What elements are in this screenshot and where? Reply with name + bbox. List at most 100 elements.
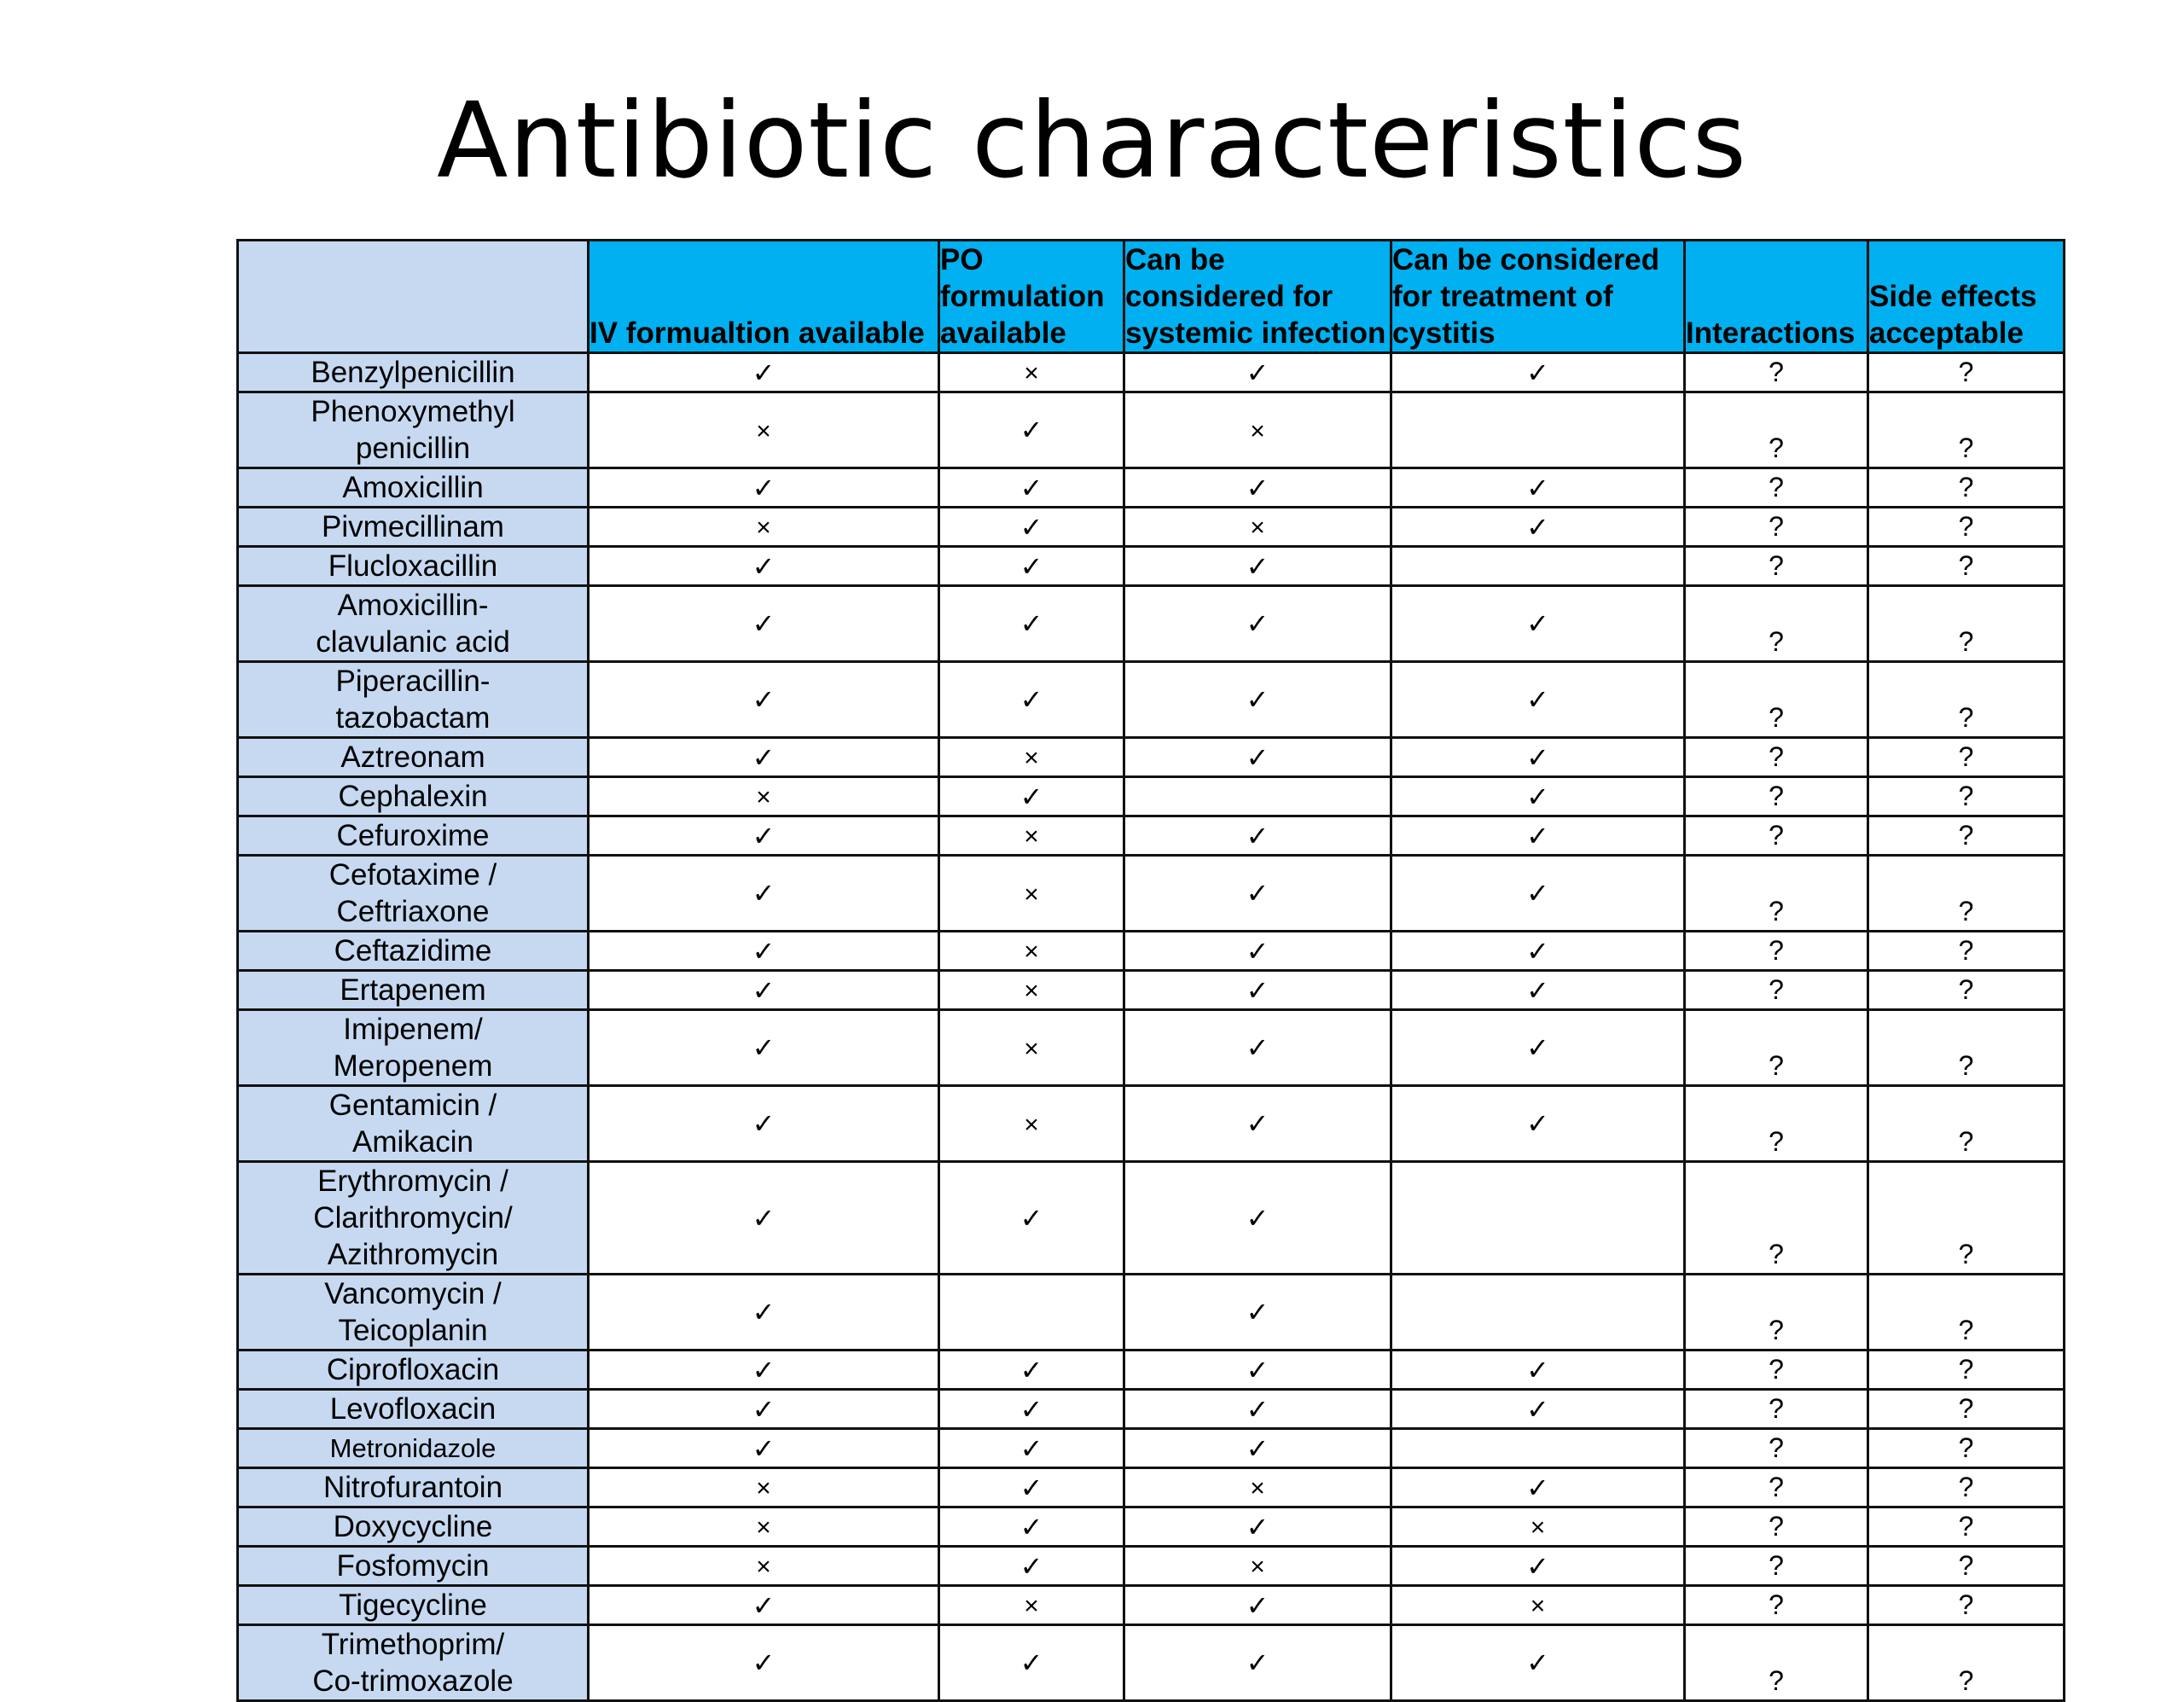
cell-value: ✓	[752, 878, 775, 909]
cell-value: ✓	[1246, 472, 1269, 503]
cell-value: ?	[1958, 1050, 1974, 1081]
question-mark: ?	[1867, 391, 2065, 469]
question-mark: ?	[1867, 1506, 2065, 1548]
question-mark: ?	[1683, 815, 1869, 857]
cell-value: ✓	[1246, 1202, 1269, 1234]
check-mark: ✓	[587, 1624, 940, 1702]
empty-cell	[1390, 1160, 1686, 1275]
cross-mark: ×	[1123, 1545, 1392, 1587]
check-mark: ✓	[1123, 1624, 1392, 1702]
table-row: Gentamicin / Amikacin ✓ × ✓ ✓??	[236, 1084, 2065, 1163]
column-header-line: Can be considered	[1392, 243, 1660, 276]
cell-value: ?	[1958, 1589, 1974, 1620]
cross-mark: ×	[587, 391, 940, 469]
table-row: Metronidazole ✓ ✓ ✓??	[236, 1427, 2065, 1469]
question-mark: ?	[1683, 1273, 1869, 1351]
antibiotic-name: Levofloxacin	[236, 1388, 590, 1430]
cell-value: ×	[1530, 1513, 1546, 1542]
antibiotic-name-line: Levofloxacin	[329, 1392, 497, 1426]
question-mark: ?	[1683, 1160, 1869, 1275]
cell-value: ×	[1250, 514, 1265, 542]
question-mark: ?	[1867, 1427, 2065, 1469]
cell-value: ✓	[1526, 878, 1549, 909]
question-mark: ?	[1867, 1084, 2065, 1163]
cell-value: ✓	[1246, 1393, 1269, 1425]
question-mark: ?	[1867, 1349, 2065, 1391]
table-row: Tigecycline ✓ × ✓ ×??	[236, 1584, 2065, 1626]
cell-value: ✓	[1019, 1393, 1043, 1425]
cell-value: ?	[1769, 1432, 1784, 1463]
column-header-line: Side effects	[1869, 280, 2037, 313]
question-mark: ?	[1683, 1584, 1869, 1626]
cell-value: ?	[1958, 896, 1974, 927]
cell-value: ✓	[1246, 550, 1269, 582]
column-header: Can be considered for systemic infection	[1123, 239, 1392, 354]
question-mark: ?	[1867, 969, 2065, 1011]
antibiotic-name-line: Phenoxymethyl	[311, 395, 515, 428]
cell-value: ×	[1024, 1110, 1039, 1139]
check-mark: ✓	[938, 775, 1125, 817]
check-mark: ✓	[587, 1273, 940, 1351]
table-row: Cephalexin × ✓ ✓??	[236, 775, 2065, 817]
table-row: Cefotaxime / Ceftriaxone ✓ × ✓ ✓??	[236, 854, 2065, 932]
check-mark: ✓	[1390, 351, 1686, 393]
column-header: PO formulation available	[938, 239, 1125, 354]
check-mark: ✓	[1390, 1624, 1686, 1702]
cell-value: ✓	[1246, 1647, 1269, 1678]
check-mark: ✓	[587, 736, 940, 778]
antibiotic-name: Aztreonam	[236, 736, 590, 778]
table-row: Doxycycline × ✓ ✓ ×??	[236, 1506, 2065, 1548]
cell-value: ✓	[1019, 1647, 1043, 1678]
check-mark: ✓	[938, 584, 1125, 663]
check-mark: ✓	[938, 1624, 1125, 1702]
check-mark: ✓	[1123, 1349, 1392, 1391]
column-header-line: formulation	[940, 280, 1105, 313]
check-mark: ✓	[938, 1467, 1125, 1508]
cell-value: ✓	[1246, 974, 1269, 1006]
column-header-line: acceptable	[1869, 317, 2024, 350]
check-mark: ✓	[938, 467, 1125, 508]
question-mark: ?	[1867, 351, 2065, 393]
antibiotic-name-line: Piperacillin-	[335, 665, 491, 698]
cell-value: ✓	[752, 684, 775, 715]
table-row: Trimethoprim/Co-trimoxazole ✓ ✓ ✓ ✓??	[236, 1624, 2065, 1702]
antibiotic-name: Benzylpenicillin	[236, 351, 590, 393]
table-row: Imipenem/Meropenem ✓ × ✓ ✓??	[236, 1008, 2065, 1087]
antibiotic-name-line: Flucloxacillin	[328, 549, 498, 583]
check-mark: ✓	[938, 506, 1125, 548]
question-mark: ?	[1683, 930, 1869, 972]
cell-value: ✓	[752, 1202, 775, 1234]
question-mark: ?	[1683, 584, 1869, 663]
question-mark: ?	[1683, 854, 1869, 932]
cell-value: ✓	[1526, 1354, 1549, 1385]
cell-value: ?	[1769, 550, 1784, 581]
check-mark: ✓	[938, 660, 1125, 739]
antibiotic-name: Tigecycline	[236, 1584, 590, 1626]
check-mark: ✓	[587, 1388, 940, 1430]
cell-value: ✓	[752, 1297, 775, 1327]
cell-value: ✓	[1246, 1511, 1269, 1542]
cell-value: ✓	[752, 974, 775, 1006]
check-mark: ✓	[1123, 1160, 1392, 1275]
cell-value: ✓	[1019, 1472, 1043, 1503]
question-mark: ?	[1683, 391, 1869, 469]
check-mark: ✓	[938, 1349, 1125, 1391]
cell-value: ✓	[1246, 357, 1269, 388]
cell-value: ?	[1769, 1665, 1784, 1696]
question-mark: ?	[1683, 775, 1869, 817]
column-header-line: available	[940, 317, 1066, 350]
question-mark: ?	[1867, 660, 2065, 739]
check-mark: ✓	[1390, 1008, 1686, 1087]
antibiotic-name: Cefuroxime	[236, 815, 590, 857]
cell-value: ✓	[752, 472, 775, 503]
antibiotic-name-line: Vancomycin /	[324, 1277, 502, 1310]
antibiotic-name-line: Pivmecillinam	[322, 510, 504, 543]
column-header-line: systemic infection	[1125, 317, 1386, 350]
cell-value: ?	[1769, 896, 1784, 927]
cross-mark: ×	[587, 1506, 940, 1548]
cell-value: ?	[1769, 357, 1784, 387]
antibiotic-name-line: Aztreonam	[340, 741, 485, 774]
cell-value: ?	[1958, 820, 1974, 851]
cell-value: ×	[756, 1513, 771, 1542]
check-mark: ✓	[1123, 660, 1392, 739]
